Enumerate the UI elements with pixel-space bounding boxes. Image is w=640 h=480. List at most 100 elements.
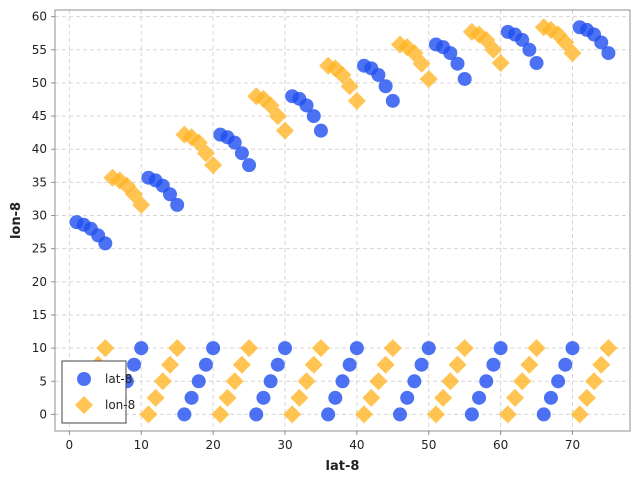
y-tick-label: 45 <box>32 109 47 123</box>
y-tick-label: 30 <box>32 209 47 223</box>
x-tick-label: 10 <box>134 438 149 452</box>
lon-8-point <box>268 107 287 126</box>
lon-8-point <box>290 388 309 407</box>
lon-8-point <box>283 405 302 424</box>
lat-8-point <box>522 42 537 57</box>
lat-8-point <box>536 407 551 422</box>
lat-8-point <box>328 390 343 405</box>
lat-8-point <box>227 135 242 150</box>
lon-8-point <box>355 405 374 424</box>
lat-8-point <box>256 390 271 405</box>
lat-8-point <box>551 374 566 389</box>
y-tick-label: 5 <box>39 374 47 388</box>
lat-8-point <box>601 46 616 61</box>
legend-label: lat-8 <box>105 372 132 386</box>
x-tick-label: 30 <box>277 438 292 452</box>
lat-8-point <box>335 374 350 389</box>
lon-8-point <box>455 339 474 358</box>
lon-8-point <box>527 339 546 358</box>
lat-8-point <box>407 374 422 389</box>
lat-8-point <box>565 341 580 356</box>
lon-8-point <box>506 388 524 407</box>
lat-8-point <box>421 341 436 356</box>
legend-marker <box>75 396 93 414</box>
lon-8-point <box>153 372 172 391</box>
lat-8-point <box>198 357 213 372</box>
lon-8-point <box>304 355 323 374</box>
lon-8-point <box>484 40 503 59</box>
y-tick-label: 60 <box>32 10 47 24</box>
lat-8-point <box>163 187 177 202</box>
lat-8-point <box>400 390 415 405</box>
y-tick-label: 20 <box>32 275 47 289</box>
lon-8-point <box>570 405 589 424</box>
lon-8-point <box>563 44 582 63</box>
lat-8-point <box>299 98 314 113</box>
x-tick-label: 40 <box>349 438 364 452</box>
lat-8-point <box>378 79 393 94</box>
legend-marker <box>77 372 91 386</box>
x-tick-label: 20 <box>205 438 220 452</box>
lat-8-point <box>464 407 479 422</box>
lon-8-point <box>240 339 259 358</box>
lat-8-point <box>206 341 221 356</box>
lon-8-point <box>491 54 510 73</box>
lat-8-point <box>486 357 501 372</box>
lat-8-point <box>177 407 192 422</box>
lon-8-point <box>599 339 618 358</box>
lon-8-point <box>585 372 604 391</box>
lat-8-point <box>558 357 573 372</box>
lon-8-point <box>218 388 237 407</box>
lon-8-point <box>412 54 431 73</box>
lat-8-point <box>493 341 508 356</box>
lon-8-point <box>340 77 359 96</box>
lat-8-point <box>134 341 149 356</box>
lat-8-point <box>529 56 544 71</box>
lat-8-point <box>127 357 142 372</box>
lat-8-point <box>393 407 407 422</box>
lon-8-point <box>369 372 388 391</box>
lon-8-point <box>232 355 251 374</box>
x-axis-label: lat-8 <box>326 459 360 474</box>
lon-8-point <box>96 339 115 358</box>
lon-8-point <box>311 339 330 358</box>
x-tick-label: 50 <box>421 438 436 452</box>
lon-8-point <box>448 355 467 374</box>
lon-8-point <box>196 144 215 163</box>
lat-8-point <box>306 109 321 124</box>
lon-8-point <box>513 372 532 391</box>
lon-8-point <box>362 388 381 407</box>
lat-8-point <box>313 123 328 138</box>
y-tick-label: 25 <box>32 242 47 256</box>
lat-8-point <box>371 67 386 82</box>
lon-8-point <box>376 355 395 374</box>
y-tick-label: 10 <box>32 341 47 355</box>
lon-8-point <box>333 65 352 84</box>
lat-8-point <box>515 32 530 47</box>
lat-8-point <box>270 357 285 372</box>
lon-8-point <box>204 156 223 175</box>
lat-8-point <box>234 146 249 161</box>
lon-8-point <box>520 355 539 374</box>
lat-8-point <box>349 341 364 356</box>
lat-8-point <box>414 357 429 372</box>
plot-frame <box>54 9 631 432</box>
lon-8-point <box>434 388 453 407</box>
lat-8-point <box>170 197 185 212</box>
lon-8-point <box>297 372 316 391</box>
lon-8-point <box>146 388 165 407</box>
lat-8-point <box>242 158 257 173</box>
y-tick-label: 40 <box>32 142 47 156</box>
lon-8-point <box>161 355 179 374</box>
legend: lat-8 lon-8 <box>61 360 135 424</box>
y-tick-label: 15 <box>32 308 47 322</box>
y-tick-label: 0 <box>39 407 47 421</box>
lat-8-point <box>263 374 278 389</box>
lat-8-point <box>457 71 472 86</box>
x-tick-label: 0 <box>66 438 74 452</box>
lon-8-point <box>426 405 445 424</box>
lat-8-point <box>443 46 458 61</box>
lat-8-point <box>191 374 206 389</box>
lat-8-point <box>184 390 199 405</box>
lon-8-point <box>592 355 611 374</box>
